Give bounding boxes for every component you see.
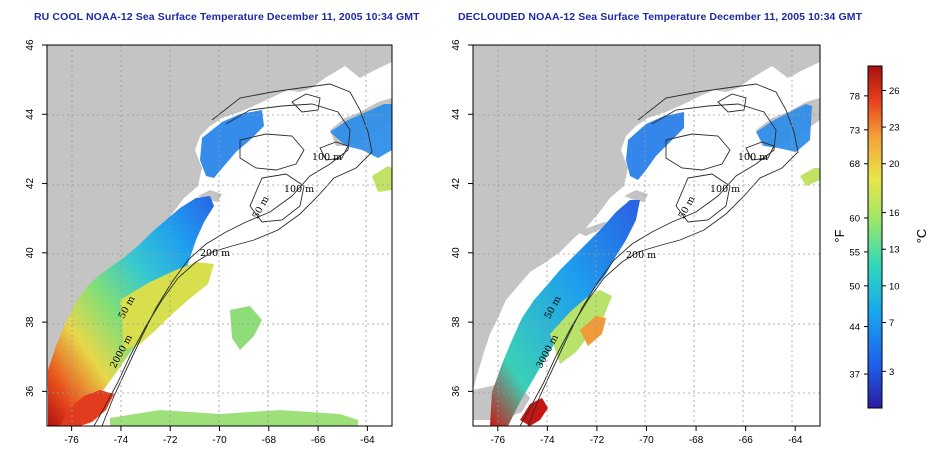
sst-east-patch: [800, 168, 820, 186]
lat-tick-label: 36: [25, 385, 36, 397]
celsius-tick-label: 10: [889, 281, 900, 292]
contour-label: 100 m: [284, 184, 314, 195]
lon-tick-label: -72: [590, 435, 605, 446]
sst-scotian-shelf: [756, 104, 812, 152]
lat-tick-label: 38: [451, 316, 462, 328]
lat-axis: 36 38 40 42 44 46: [25, 39, 47, 397]
lat-tick-label: 46: [25, 39, 36, 51]
lon-tick-label: -64: [360, 435, 375, 446]
land-cape-cod: [624, 190, 648, 202]
contour-label: 100 m: [738, 152, 768, 163]
lat-tick-label: 42: [25, 178, 36, 190]
fahrenheit-tick-label: 37: [849, 370, 860, 381]
fahrenheit-tick-label: 78: [849, 91, 860, 102]
contour-label: 200 m: [200, 248, 230, 259]
lat-tick-label: 38: [25, 316, 36, 328]
lon-axis: -76 -74 -72 -70 -68 -66 -64: [491, 426, 803, 446]
lon-tick-label: -74: [114, 435, 129, 446]
lat-tick-label: 40: [451, 247, 462, 259]
map-title-right: DECLOUDED NOAA-12 Sea Surface Temperatur…: [458, 11, 863, 23]
lat-tick-label: 36: [451, 385, 462, 397]
lon-tick-label: -72: [163, 435, 178, 446]
contour-label: 100 m: [312, 152, 342, 163]
fahrenheit-tick-label: 60: [849, 214, 860, 225]
lat-tick-label: 42: [451, 178, 462, 190]
sst-gulf-stream: [60, 390, 114, 426]
graticule: [47, 45, 392, 426]
contour-label: 100 m: [710, 184, 740, 195]
fahrenheit-tick-label: 55: [849, 247, 860, 258]
lon-tick-label: -76: [64, 435, 79, 446]
sst-offshore-warm: [120, 262, 214, 350]
celsius-tick-label: 7: [889, 318, 894, 329]
lon-tick-label: -74: [540, 435, 555, 446]
contour-label: 200 m: [626, 250, 656, 261]
fahrenheit-tick-label: 68: [849, 159, 860, 170]
lon-tick-label: -76: [491, 435, 506, 446]
unit-fahrenheit-label: °F: [832, 229, 847, 242]
celsius-tick-label: 26: [889, 86, 900, 97]
sst-east-patch: [372, 166, 392, 192]
celsius-tick-label: 23: [889, 123, 900, 134]
lat-tick-label: 44: [25, 108, 36, 120]
sst-scotian-shelf: [330, 104, 392, 158]
sst-coastal-shelf: [490, 200, 640, 426]
celsius-tick-label: 16: [889, 208, 900, 219]
land-long-island: [576, 222, 612, 236]
lat-tick-label: 40: [25, 247, 36, 259]
lat-tick-label: 44: [451, 108, 462, 120]
lon-tick-label: -66: [311, 435, 326, 446]
graticule: [473, 45, 820, 426]
celsius-tick-label: 13: [889, 245, 900, 256]
lon-tick-label: -66: [738, 435, 753, 446]
lon-tick-label: -68: [689, 435, 704, 446]
sst-offshore-patch: [580, 316, 606, 346]
lon-tick-label: -64: [788, 435, 803, 446]
colorbar-ramp: [867, 65, 883, 409]
sst-south-strip: [110, 410, 358, 426]
unit-celsius-label: °C: [914, 229, 929, 244]
depth-contours: [93, 83, 373, 426]
map-panel-left: 100 m 100 m 50 m 200 m 50 m 2000 m -76 -7…: [25, 39, 393, 446]
sst-gulf-of-maine: [200, 110, 264, 178]
fahrenheit-tick-label: 44: [849, 322, 860, 333]
sst-shelf-warm: [550, 290, 612, 364]
depth-contours: [519, 83, 799, 426]
lon-axis: -76 -74 -72 -70 -68 -66 -64: [64, 426, 375, 446]
lon-tick-label: -68: [262, 435, 277, 446]
land-mass: [473, 45, 820, 390]
sst-offshore-patch: [230, 306, 262, 350]
lat-axis: 36 38 40 42 44 46: [451, 39, 473, 397]
fahrenheit-tick-label: 50: [849, 281, 860, 292]
map-panel-right: 100 m 100 m 50 m 200 m 50 m 3000 m -76 -7…: [451, 39, 821, 446]
celsius-tick-label: 3: [889, 367, 894, 378]
sst-gulf-of-maine: [626, 112, 684, 180]
map-title-left: RU COOL NOAA-12 Sea Surface Temperature …: [34, 11, 420, 23]
fahrenheit-tick-label: 73: [849, 125, 860, 136]
lon-tick-label: -70: [639, 435, 654, 446]
lon-tick-label: -70: [212, 435, 227, 446]
celsius-tick-label: 20: [889, 159, 900, 170]
land-mass: [47, 45, 392, 390]
lat-tick-label: 46: [451, 39, 462, 51]
